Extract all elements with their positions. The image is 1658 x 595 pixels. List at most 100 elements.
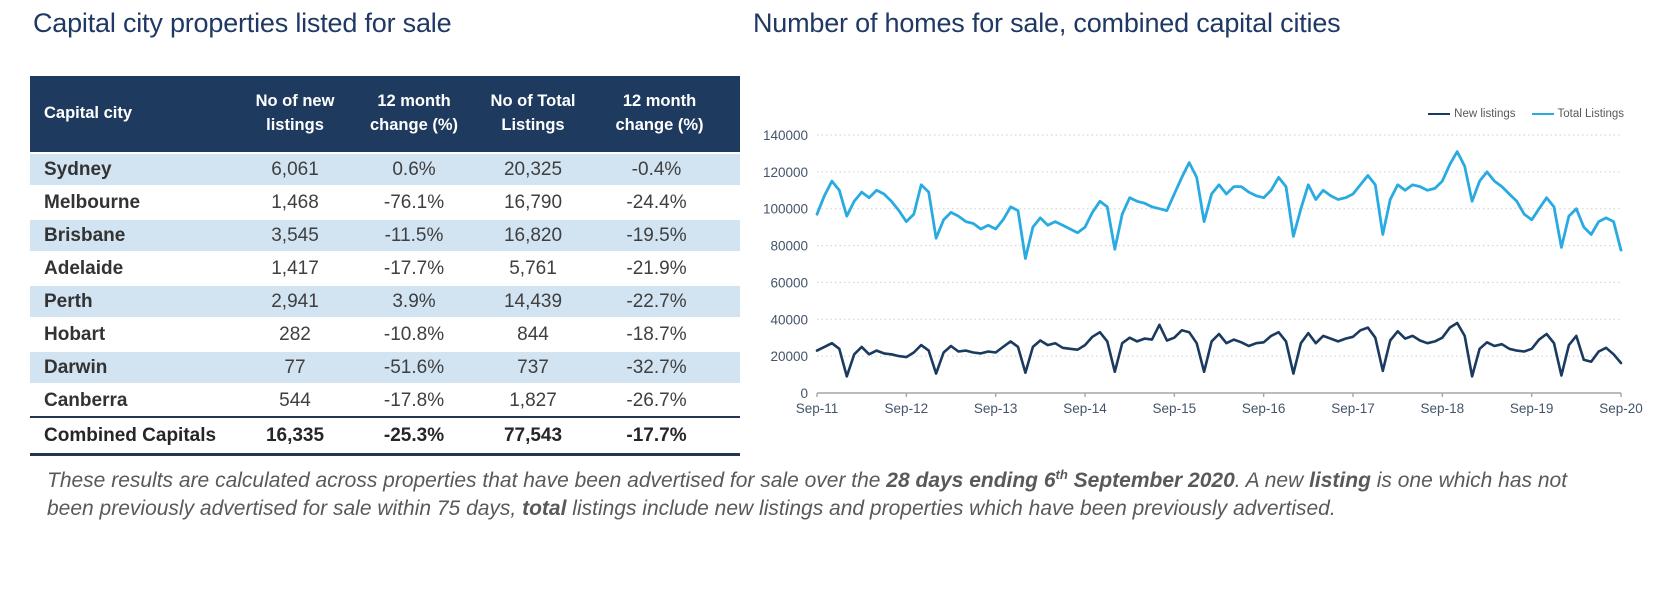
table-cell: -51.6%	[383, 356, 445, 378]
table-title: Capital city properties listed for sale	[33, 8, 452, 38]
table-cell: -32.7%	[626, 356, 687, 378]
x-axis-label: Sep-20	[1599, 401, 1643, 416]
capital-city-table: Capital city No of new listings 12 month…	[30, 76, 740, 456]
table-cell: -24.4%	[626, 191, 687, 213]
table-cell: 844	[517, 323, 549, 345]
chart-legend: New listings Total Listings	[1428, 108, 1624, 120]
table-cell: -17.8%	[383, 389, 445, 411]
table-cell: 77,543	[503, 424, 563, 446]
footnote-segment: September 2020	[1067, 469, 1235, 492]
y-axis-label: 60000	[770, 275, 808, 290]
table-cell: -11.5%	[384, 224, 444, 246]
y-axis-label: 120000	[763, 165, 808, 180]
table-row: Adelaide 1,417 -17.7% 5,761 -21.9%	[30, 252, 740, 285]
table-cell: -10.8%	[383, 323, 445, 345]
table-row: Melbourne 1,468 -76.1% 16,790 -24.4%	[30, 186, 740, 219]
table-cell: 16,790	[503, 191, 563, 213]
legend-line-swatch	[1531, 113, 1554, 115]
footnote-segment: total	[522, 496, 567, 520]
col-new-change: 12 month change (%)	[355, 76, 473, 153]
table-cell: 737	[517, 356, 549, 378]
footnote-segment: listings include new listings and proper…	[566, 496, 1336, 520]
x-axis-label: Sep-12	[885, 401, 929, 416]
table-total-row: Combined Capitals 16,335 -25.3% 77,543 -17.7…	[30, 417, 740, 455]
table-row: Perth 2,941 3.9% 14,439 -22.7%	[30, 285, 740, 318]
series-new-listings-line	[815, 321, 1623, 378]
table-cell: 544	[279, 389, 311, 411]
table-cell: -19.5%	[626, 224, 687, 246]
table-cell: 16,335	[265, 424, 325, 446]
table-cell: Perth	[44, 290, 93, 312]
table-cell: -22.7%	[626, 290, 687, 312]
table-cell: 1,827	[509, 389, 557, 411]
y-axis-label: 40000	[770, 312, 808, 327]
legend-item: New listings	[1428, 108, 1516, 120]
table-cell: Adelaide	[44, 257, 124, 279]
y-axis-label: 20000	[770, 349, 808, 364]
table-cell: 77	[284, 356, 306, 378]
table-row: Hobart 282 -10.8% 844 -18.7%	[30, 318, 740, 351]
table-cell: -17.7%	[626, 424, 687, 446]
y-axis-label: 100000	[763, 202, 808, 217]
table-cell: -18.7%	[626, 323, 687, 345]
table-cell: 6,061	[271, 158, 319, 180]
table-cell: 2,941	[271, 290, 319, 312]
table-cell: Canberra	[44, 389, 128, 411]
table-cell: 3,545	[271, 224, 319, 246]
listings-chart: 0 20000 40000 60000 80000 100000 120000 140000 S…	[763, 128, 1643, 416]
col-total-change: 12 month change (%)	[593, 76, 740, 153]
x-axis-label: Sep-13	[974, 401, 1018, 416]
table-cell: Darwin	[44, 356, 108, 378]
table-cell: -17.7%	[383, 257, 445, 279]
table-cell: 20,325	[503, 158, 563, 180]
x-axis-label: Sep-14	[1063, 401, 1107, 416]
table-cell: -26.7%	[626, 389, 687, 411]
legend-label: New listings	[1454, 108, 1516, 120]
series-total-listings-line	[815, 150, 1623, 260]
x-axis-label: Sep-11	[796, 401, 839, 416]
footnote-segment: . A new	[1234, 469, 1310, 492]
x-axis-label: Sep-19	[1510, 401, 1554, 416]
legend-label: Total Listings	[1557, 108, 1624, 120]
footnote-segment: is one which has not been previously adv…	[47, 469, 1568, 520]
table-cell: Melbourne	[44, 191, 141, 213]
y-axis-label: 0	[800, 386, 808, 401]
x-axis-label: Sep-18	[1421, 401, 1465, 416]
table-cell: -0.4%	[631, 158, 682, 180]
footnote: These results are calculated across prop…	[47, 466, 1582, 522]
footnote-segment: 28 days ending 6	[886, 469, 1056, 492]
table-cell: Combined Capitals	[44, 424, 217, 446]
table-cell: 0.6%	[392, 158, 436, 180]
y-axis-label: 140000	[763, 128, 808, 143]
chart-area: 0 20000 40000 60000 80000 100000 120000 140000 S…	[745, 95, 1658, 417]
x-axis-label: Sep-15	[1153, 401, 1197, 416]
table-cell: -76.1%	[383, 191, 445, 213]
table-cell: Hobart	[44, 323, 106, 345]
table-row: Brisbane 3,545 -11.5% 16,820 -19.5%	[30, 219, 740, 252]
table-cell: 3.9%	[392, 290, 436, 312]
table-cell: -21.9%	[626, 257, 687, 279]
table-row: Sydney 6,061 0.6% 20,325 -0.4%	[30, 153, 740, 186]
x-axis-label: Sep-17	[1331, 401, 1375, 416]
footnote-segment: These results are calculated across prop…	[47, 469, 887, 492]
table-cell: Brisbane	[44, 224, 126, 246]
table-body: Sydney 6,061 0.6% 20,325 -0.4% Melbourne 1,468…	[30, 153, 740, 455]
x-axis-label: Sep-16	[1242, 401, 1286, 416]
table-cell: Sydney	[44, 158, 112, 180]
table-cell: 5,761	[509, 257, 557, 279]
table-row: Canberra 544 -17.8% 1,827 -26.7%	[30, 384, 740, 417]
table-cell: 1,417	[271, 257, 319, 279]
table-cell: 282	[279, 323, 311, 345]
col-total-listings: No of Total Listings	[473, 76, 593, 153]
table-cell: -25.3%	[383, 424, 445, 446]
footnote-segment: listing	[1309, 469, 1371, 492]
footnote-segment: th	[1055, 467, 1068, 482]
table-cell: 14,439	[503, 290, 563, 312]
col-capital-city: Capital city	[30, 76, 235, 153]
y-axis-label: 80000	[770, 239, 808, 254]
table-cell: 1,468	[271, 191, 319, 213]
legend-line-swatch	[1428, 113, 1451, 115]
table-cell: 16,820	[503, 224, 563, 246]
legend-item: Total Listings	[1531, 108, 1624, 120]
